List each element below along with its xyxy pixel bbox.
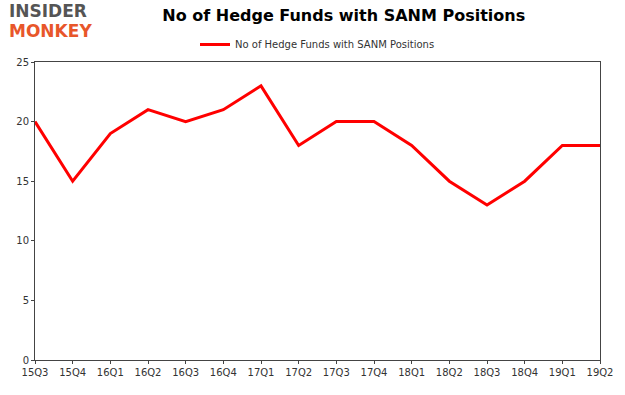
- svg-text:No of Hedge Funds with SANM Po: No of Hedge Funds with SANM Positions: [162, 6, 525, 25]
- svg-text:15Q3: 15Q3: [22, 367, 49, 378]
- svg-text:17Q2: 17Q2: [285, 367, 312, 378]
- svg-text:25: 25: [16, 57, 29, 68]
- svg-text:19Q2: 19Q2: [587, 367, 614, 378]
- svg-text:18Q3: 18Q3: [474, 367, 501, 378]
- svg-text:17Q4: 17Q4: [361, 367, 388, 378]
- svg-text:18Q2: 18Q2: [436, 367, 463, 378]
- svg-text:MONKEY: MONKEY: [9, 21, 92, 41]
- svg-text:18Q1: 18Q1: [398, 367, 425, 378]
- svg-text:No of Hedge Funds with SANM Po: No of Hedge Funds with SANM Positions: [235, 39, 434, 50]
- svg-text:5: 5: [23, 295, 29, 306]
- svg-text:16Q3: 16Q3: [172, 367, 199, 378]
- svg-text:19Q1: 19Q1: [549, 367, 576, 378]
- svg-text:17Q3: 17Q3: [323, 367, 350, 378]
- svg-text:INSIDER: INSIDER: [9, 1, 87, 21]
- svg-text:16Q4: 16Q4: [210, 367, 237, 378]
- svg-text:18Q4: 18Q4: [511, 367, 538, 378]
- svg-text:16Q2: 16Q2: [135, 367, 162, 378]
- svg-text:0: 0: [23, 355, 29, 366]
- svg-text:10: 10: [16, 235, 29, 246]
- svg-text:15: 15: [16, 176, 29, 187]
- svg-text:16Q1: 16Q1: [97, 367, 124, 378]
- svg-text:17Q1: 17Q1: [248, 367, 275, 378]
- svg-text:20: 20: [16, 116, 29, 127]
- svg-text:15Q4: 15Q4: [59, 367, 86, 378]
